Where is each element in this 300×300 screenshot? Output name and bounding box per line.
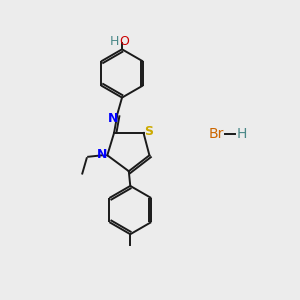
Text: H: H	[237, 127, 247, 141]
Text: S: S	[144, 125, 153, 138]
Text: N: N	[97, 148, 107, 161]
Text: O: O	[119, 34, 129, 48]
Text: Br: Br	[209, 127, 224, 141]
Text: N: N	[108, 112, 119, 125]
Text: H: H	[110, 34, 119, 48]
